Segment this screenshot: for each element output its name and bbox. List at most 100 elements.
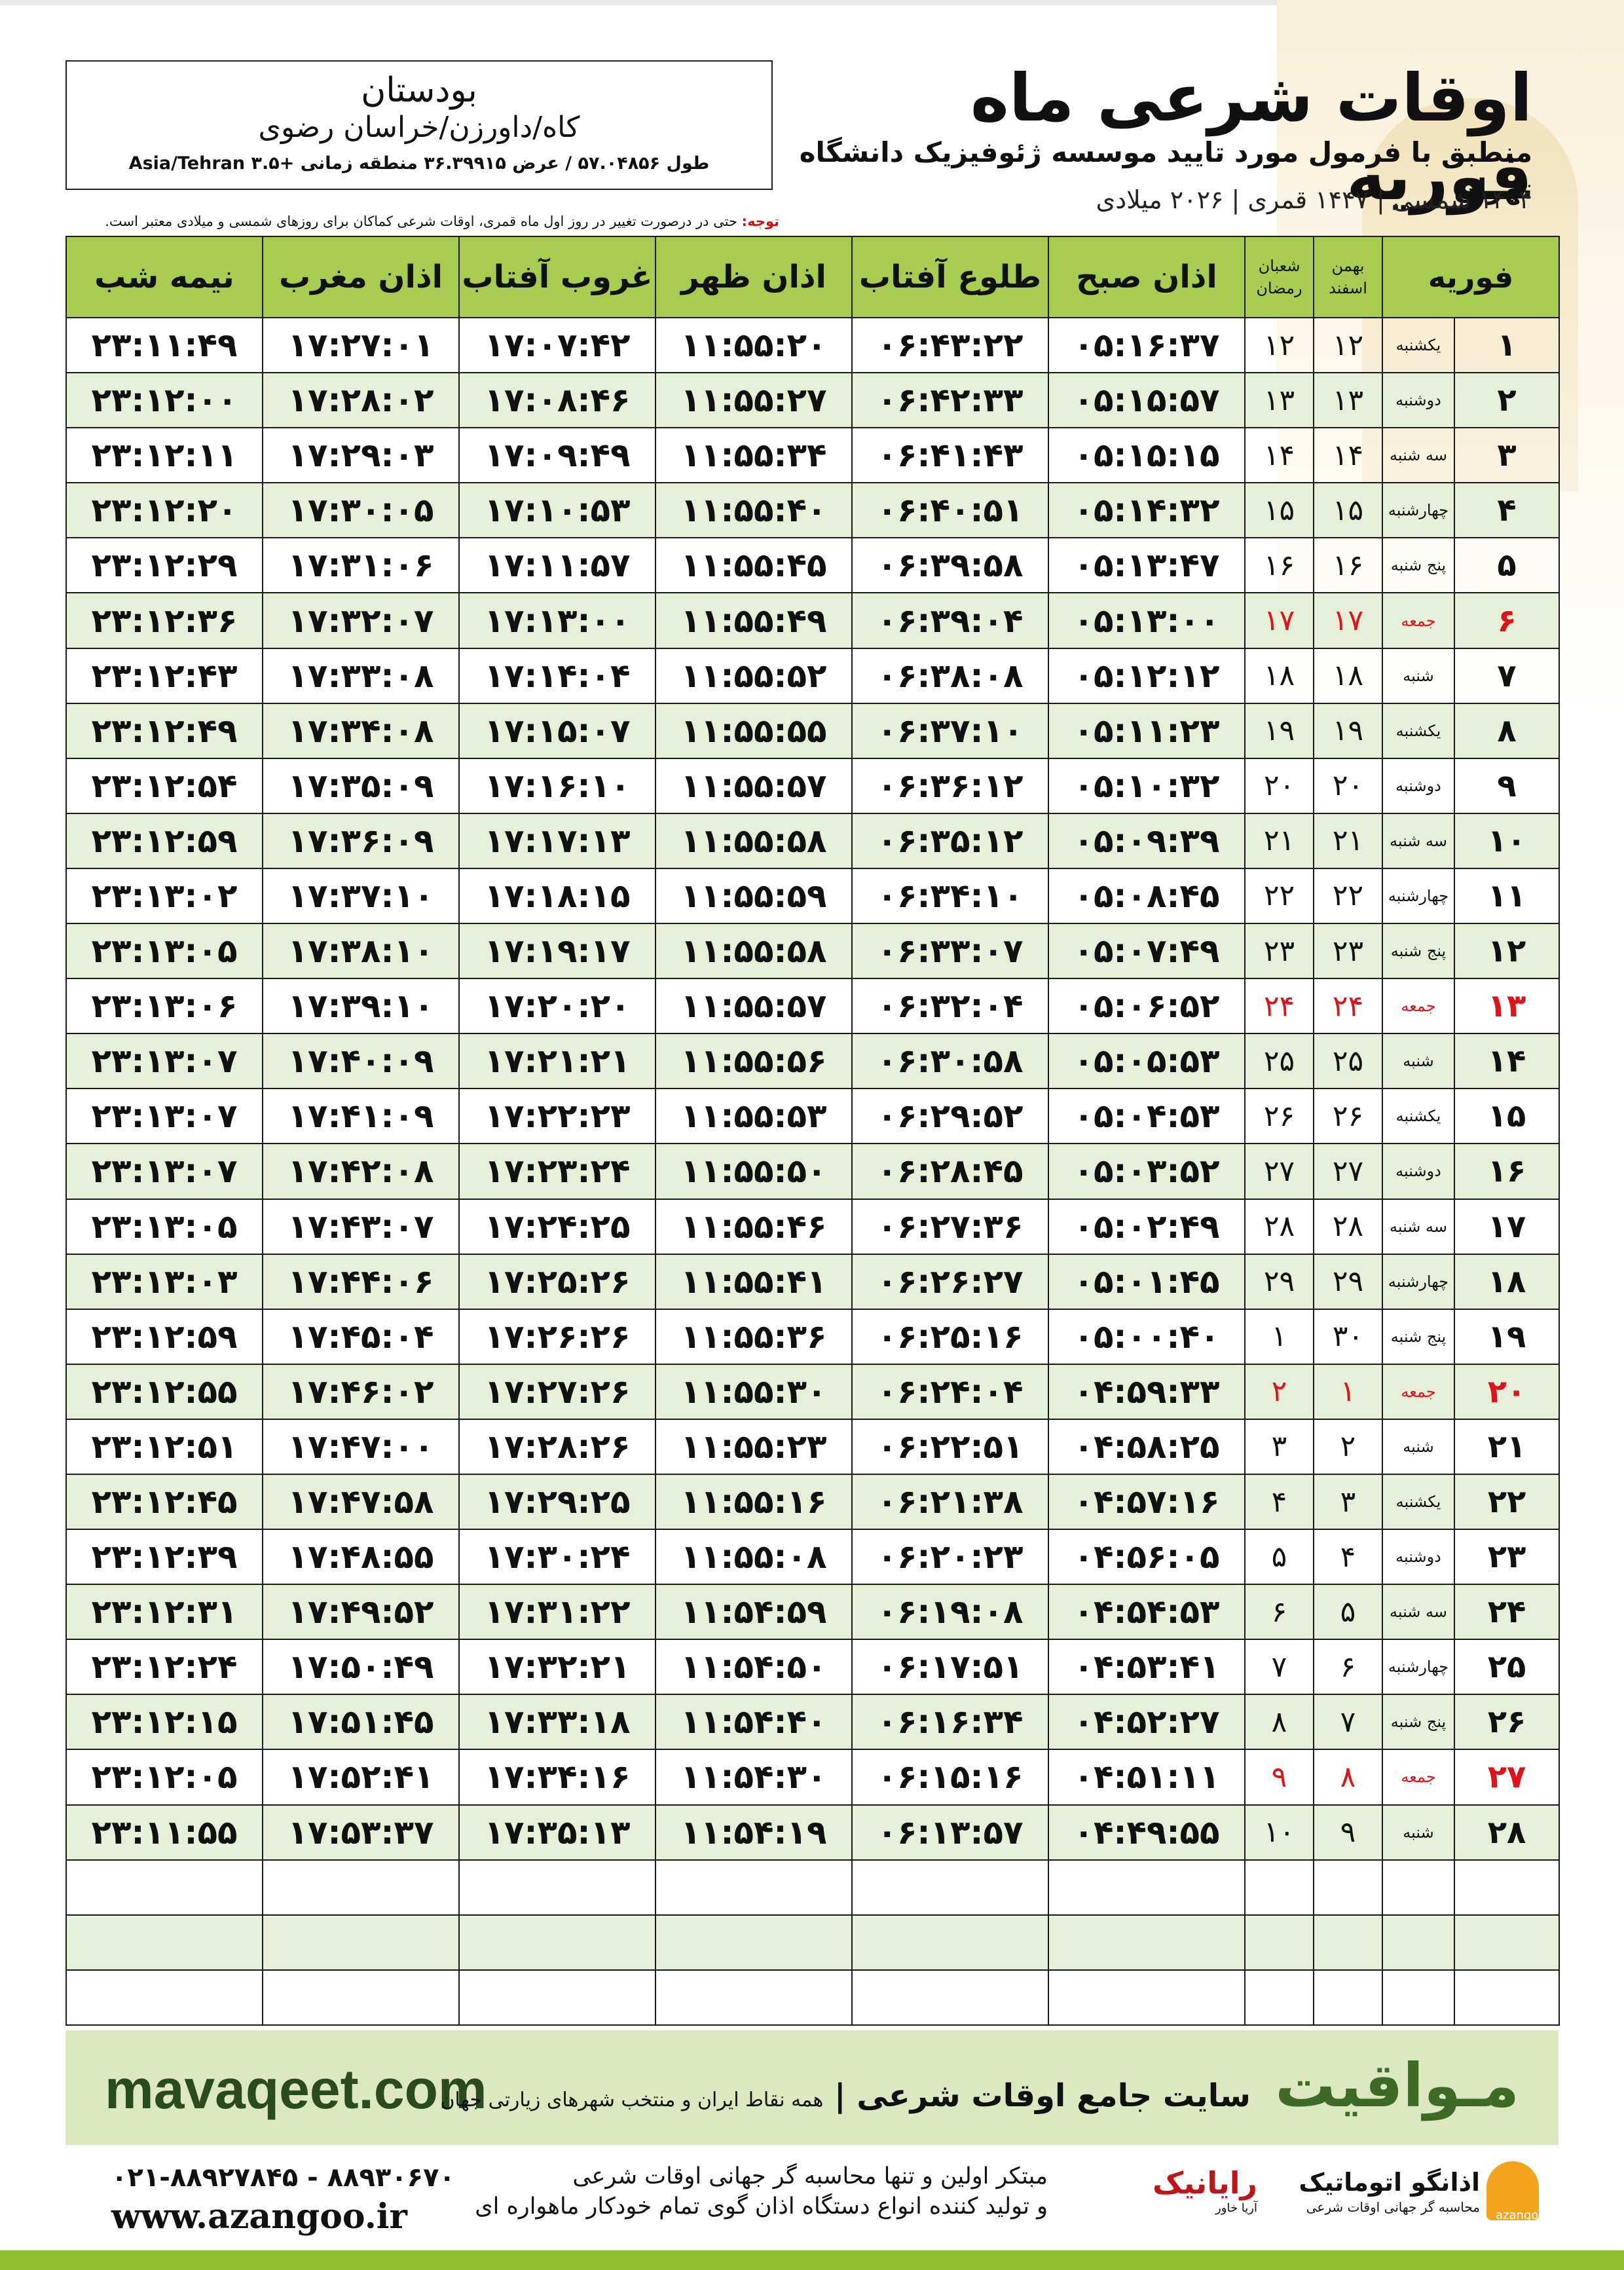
- weekday-name: چهارشنبه: [1382, 867, 1455, 925]
- banner-website[interactable]: mavaqeet.com: [105, 2058, 487, 2120]
- dhuhr-time: [655, 1914, 853, 1971]
- fajr-time: ۰۵:۱۰:۳۲: [1048, 757, 1246, 814]
- table-row: ۲۸ شنبه ۹ ۱۰ ۰۴:۴۹:۵۵ ۰۶:۱۳:۵۷ ۱۱:۵۴:۱۹ ۱۷:۳۵:۱…: [65, 1804, 1560, 1861]
- header-lunar: شعبان رمضان: [1244, 236, 1314, 318]
- sunset-time: ۱۷:۰۸:۴۶: [458, 372, 656, 429]
- table-row: [65, 1859, 1560, 1916]
- midnight-time: [65, 1969, 263, 2026]
- dhuhr-time: ۱۱:۵۵:۵۷: [655, 978, 853, 1035]
- banner-subtitle: همه نقاط ایران و منتخب شهرهای زیارتی جها…: [440, 2089, 824, 2112]
- lunar-day: ۸: [1244, 1694, 1314, 1751]
- sunset-time: ۱۷:۲۴:۲۵: [458, 1198, 656, 1255]
- table-row: ۲۳ دوشنبه ۴ ۵ ۰۴:۵۶:۰۵ ۰۶:۲۰:۲۳ ۱۱:۵۵:۰۸ ۱۷:۳۰:…: [65, 1529, 1560, 1586]
- fajr-time: ۰۴:۵۴:۵۳: [1048, 1584, 1246, 1641]
- note-text: حتی در درصورت تغییر در روز اول ماه قمری،…: [105, 214, 737, 229]
- weekday-name: چهارشنبه: [1382, 1639, 1455, 1696]
- sunset-time: ۱۷:۱۰:۵۳: [458, 482, 656, 539]
- solar-day: ۱۳: [1313, 372, 1383, 429]
- lunar-day: ۲۷: [1244, 1143, 1314, 1200]
- solar-day: [1313, 1914, 1383, 1971]
- weekday-name: [1382, 1859, 1455, 1916]
- table-row: ۴ چهارشنبه ۱۵ ۱۵ ۰۵:۱۴:۳۲ ۰۶:۴۰:۵۱ ۱۱:۵۵:۴۰ ۱۷:…: [65, 482, 1560, 539]
- header-midnight: نیمه شب: [65, 236, 263, 318]
- azangoo-logo-name: اذانگو اتوماتیک: [1299, 2168, 1480, 2197]
- dhuhr-time: ۱۱:۵۴:۴۰: [655, 1694, 853, 1751]
- day-number: ۱۴: [1454, 1033, 1560, 1090]
- lunar-day: ۲۵: [1244, 1033, 1314, 1090]
- fajr-time: [1048, 1859, 1246, 1916]
- fajr-time: ۰۴:۵۱:۱۱: [1048, 1749, 1246, 1806]
- maghrib-time: ۱۷:۳۹:۱۰: [262, 978, 460, 1035]
- midnight-time: ۲۳:۱۲:۱۱: [65, 427, 263, 484]
- sunset-time: ۱۷:۱۳:۰۰: [458, 592, 656, 649]
- day-number: ۱۲: [1454, 923, 1560, 980]
- weekday-name: [1382, 1914, 1455, 1971]
- fajr-time: ۰۵:۱۵:۵۷: [1048, 372, 1246, 429]
- weekday-name: یکشنبه: [1382, 702, 1455, 759]
- sunset-time: [458, 1859, 656, 1916]
- midnight-time: ۲۳:۱۲:۵۵: [65, 1363, 263, 1420]
- table-row: ۲۲ یکشنبه ۳ ۴ ۰۴:۵۷:۱۶ ۰۶:۲۱:۳۸ ۱۱:۵۵:۱۶ ۱۷:۲۹:…: [65, 1473, 1560, 1531]
- midnight-time: ۲۳:۱۲:۱۵: [65, 1694, 263, 1751]
- sunrise-time: ۰۶:۱۵:۱۶: [851, 1749, 1049, 1806]
- solar-day: ۲۹: [1313, 1253, 1383, 1310]
- sunset-time: ۱۷:۲۰:۲۰: [458, 978, 656, 1035]
- dhuhr-time: ۱۱:۵۵:۵۸: [655, 812, 853, 869]
- table-row: ۲۵ چهارشنبه ۶ ۷ ۰۴:۵۳:۴۱ ۰۶:۱۷:۵۱ ۱۱:۵۴:۵۰ ۱۷:۳…: [65, 1639, 1560, 1696]
- dhuhr-time: ۱۱:۵۵:۵۶: [655, 1033, 853, 1090]
- table-row: ۱۵ یکشنبه ۲۶ ۲۶ ۰۵:۰۴:۵۳ ۰۶:۲۹:۵۲ ۱۱:۵۵:۵۳ ۱۷:۲…: [65, 1088, 1560, 1145]
- sunrise-time: ۰۶:۳۰:۵۸: [851, 1033, 1049, 1090]
- sunset-time: ۱۷:۲۸:۲۶: [458, 1418, 656, 1475]
- day-number: ۱۸: [1454, 1253, 1560, 1310]
- midnight-time: ۲۳:۱۲:۴۳: [65, 647, 263, 704]
- header-maghrib: اذان مغرب: [262, 236, 460, 318]
- sunset-time: ۱۷:۳۵:۱۳: [458, 1804, 656, 1861]
- location-path: کاه/داورزن/خراسان رضوی: [258, 111, 580, 144]
- fajr-time: ۰۵:۰۱:۴۵: [1048, 1253, 1246, 1310]
- day-number: ۵: [1454, 537, 1560, 594]
- header-sunset: غروب آفتاب: [458, 236, 656, 318]
- rayanik-logo-text: رایانیک: [1153, 2165, 1257, 2201]
- sunrise-time: ۰۶:۲۰:۲۳: [851, 1529, 1049, 1586]
- contact-phone: ۰۲۱-۸۸۹۲۷۸۴۵ - ۸۸۹۳۰۶۷۰: [111, 2163, 455, 2193]
- weekday-name: شنبه: [1382, 647, 1455, 704]
- lunar-day: ۱۴: [1244, 427, 1314, 484]
- sunset-time: ۱۷:۳۰:۲۴: [458, 1529, 656, 1586]
- sunrise-time: ۰۶:۲۹:۵۲: [851, 1088, 1049, 1145]
- sunrise-time: ۰۶:۱۷:۵۱: [851, 1639, 1049, 1696]
- table-row: ۶ جمعه ۱۷ ۱۷ ۰۵:۱۳:۰۰ ۰۶:۳۹:۰۴ ۱۱:۵۵:۴۹ ۱۷:۱۳:۰…: [65, 592, 1560, 649]
- company-about: مبتکر اولین و تنها محاسبه گر جهانی اوقات…: [458, 2161, 1048, 2222]
- fajr-time: ۰۵:۰۸:۴۵: [1048, 867, 1246, 925]
- sunrise-time: ۰۶:۳۶:۱۲: [851, 757, 1049, 814]
- day-number: ۲۴: [1454, 1584, 1560, 1641]
- sunset-time: ۱۷:۱۴:۰۴: [458, 647, 656, 704]
- maghrib-time: ۱۷:۳۱:۰۶: [262, 537, 460, 594]
- sunrise-time: ۰۶:۳۲:۰۴: [851, 978, 1049, 1035]
- weekday-name: یکشنبه: [1382, 316, 1455, 374]
- weekday-name: پنج شنبه: [1382, 1694, 1455, 1751]
- solar-day: ۲۳: [1313, 923, 1383, 980]
- solar-day: ۳: [1313, 1473, 1383, 1531]
- lunar-day: ۲۳: [1244, 923, 1314, 980]
- solar-day: ۲۸: [1313, 1198, 1383, 1255]
- sunset-time: ۱۷:۳۲:۲۱: [458, 1639, 656, 1696]
- day-number: ۲۲: [1454, 1473, 1560, 1531]
- dhuhr-time: ۱۱:۵۵:۴۶: [655, 1198, 853, 1255]
- midnight-time: ۲۳:۱۲:۰۰: [65, 372, 263, 429]
- midnight-time: ۲۳:۱۲:۰۵: [65, 1749, 263, 1806]
- solar-day: [1313, 1859, 1383, 1916]
- header-solar-top: بهمن: [1331, 257, 1365, 275]
- sunrise-time: [851, 1914, 1049, 1971]
- contact-website[interactable]: www.azangoo.ir: [111, 2197, 407, 2237]
- solar-day: ۷: [1313, 1694, 1383, 1751]
- lunar-day: [1244, 1859, 1314, 1916]
- midnight-time: ۲۳:۱۲:۲۹: [65, 537, 263, 594]
- sunrise-time: ۰۶:۲۸:۴۵: [851, 1143, 1049, 1200]
- lunar-day: ۱۲: [1244, 316, 1314, 374]
- sunrise-time: ۰۶:۴۱:۴۳: [851, 427, 1049, 484]
- day-number: ۲: [1454, 372, 1560, 429]
- lunar-day: [1244, 1969, 1314, 2026]
- day-number: ۲۱: [1454, 1418, 1560, 1475]
- sunrise-time: ۰۶:۲۶:۲۷: [851, 1253, 1049, 1310]
- sunset-time: ۱۷:۲۶:۲۶: [458, 1308, 656, 1365]
